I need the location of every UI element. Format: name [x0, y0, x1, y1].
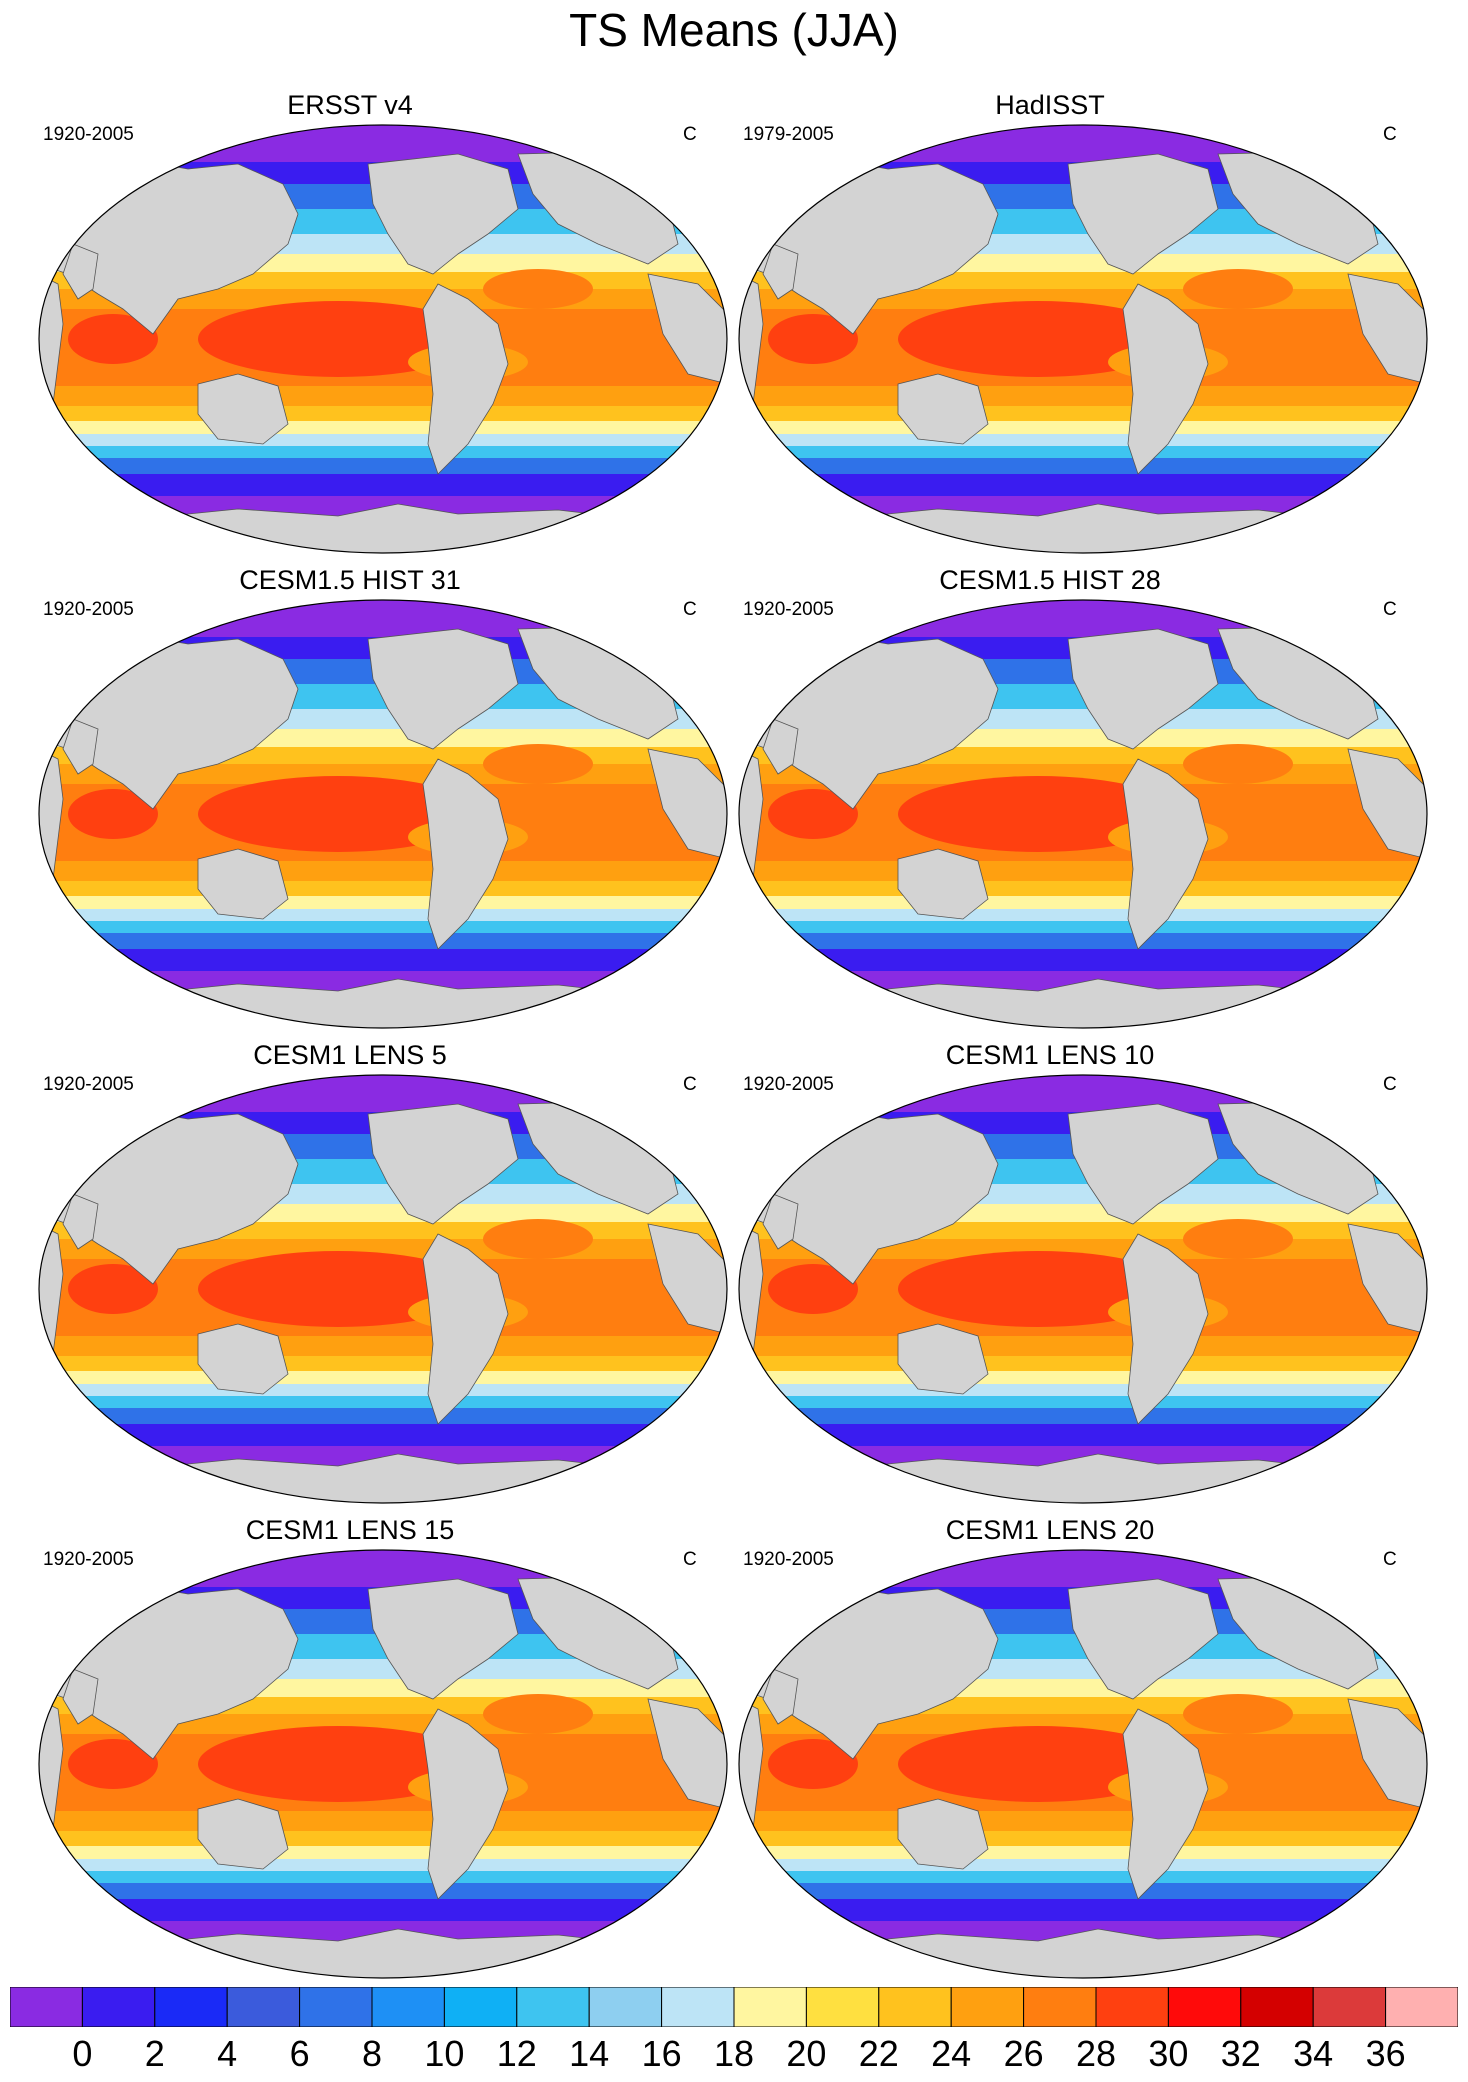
panel-period: 1920-2005	[743, 1549, 834, 1570]
map-panel: ERSST v4 1920-2005 C	[0, 90, 728, 560]
panel-title: CESM1 LENS 10	[945, 1040, 1155, 1070]
colorbar-swatch	[588, 1987, 663, 2027]
colorbar	[10, 1987, 1458, 2027]
colorbar-tick-label: 32	[1220, 2033, 1261, 2074]
colorbar-swatch	[81, 1987, 156, 2027]
panel-period: 1920-2005	[43, 124, 134, 145]
panel-units: C	[683, 124, 697, 145]
colorbar-tick-label: 16	[641, 2033, 682, 2074]
panel-title: CESM1 LENS 5	[253, 1040, 447, 1070]
map-panel: HadISST 1979-2005 C	[700, 90, 1428, 560]
map-panel: CESM1 LENS 5 1920-2005 C	[0, 1040, 728, 1510]
map-plot	[738, 124, 1428, 554]
panel-title: HadISST	[995, 90, 1105, 120]
map-panel: CESM1.5 HIST 31 1920-2005 C	[0, 565, 728, 1035]
colorbar-swatch	[10, 1987, 83, 2027]
colorbar-swatch	[1095, 1987, 1169, 2027]
colorbar-swatch	[805, 1987, 880, 2027]
colorbar-swatch	[733, 1987, 807, 2027]
colorbar-tick-label: 2	[144, 2033, 165, 2074]
map-panel: CESM1 LENS 20 1920-2005 C	[700, 1515, 1428, 1985]
map-plot	[38, 599, 728, 1029]
colorbar-tick-label: 34	[1293, 2033, 1334, 2074]
panel-title: CESM1 LENS 15	[245, 1515, 455, 1545]
panel-title: CESM1.5 HIST 31	[239, 565, 461, 595]
panel-period: 1979-2005	[743, 124, 834, 145]
map-plot	[738, 599, 1428, 1029]
colorbar-tick-label: 4	[217, 2033, 238, 2074]
panel-units: C	[1383, 1549, 1397, 1570]
colorbar-swatch	[1167, 1987, 1242, 2027]
colorbar-swatch	[226, 1987, 301, 2027]
colorbar-swatch	[516, 1987, 590, 2027]
panel-units: C	[1383, 1074, 1397, 1095]
panel-units: C	[1383, 599, 1397, 620]
map-plot	[38, 124, 728, 554]
panel-units: C	[683, 1074, 697, 1095]
colorbar-tick-label: 14	[569, 2033, 610, 2074]
colorbar-tick-label: 10	[424, 2033, 465, 2074]
figure-title: TS Means (JJA)	[569, 4, 899, 56]
map-plot	[738, 1549, 1428, 1979]
colorbar-tick-label: 30	[1148, 2033, 1189, 2074]
panel-units: C	[683, 1549, 697, 1570]
panel-title: CESM1.5 HIST 28	[939, 565, 1161, 595]
panel-period: 1920-2005	[43, 1074, 134, 1095]
colorbar-swatch	[1240, 1987, 1314, 2027]
colorbar-swatch	[154, 1987, 228, 2027]
colorbar-tick-label: 6	[289, 2033, 310, 2074]
colorbar-tick-label: 22	[858, 2033, 899, 2074]
colorbar-swatch	[299, 1987, 373, 2027]
panel-title: ERSST v4	[287, 90, 413, 120]
colorbar-tick-label: 12	[496, 2033, 537, 2074]
colorbar-tick-label: 0	[72, 2033, 93, 2074]
colorbar-tick-label: 24	[931, 2033, 972, 2074]
map-plot	[738, 1074, 1428, 1504]
colorbar-swatch	[661, 1987, 735, 2027]
colorbar-swatch	[950, 1987, 1025, 2027]
colorbar-swatch	[371, 1987, 445, 2027]
colorbar-tick-label: 36	[1365, 2033, 1406, 2074]
panel-period: 1920-2005	[743, 599, 834, 620]
colorbar-swatch	[878, 1987, 952, 2027]
map-panel: CESM1.5 HIST 28 1920-2005 C	[700, 565, 1428, 1035]
panel-units: C	[1383, 124, 1397, 145]
colorbar-swatch	[1385, 1987, 1458, 2027]
panel-period: 1920-2005	[43, 599, 134, 620]
panel-period: 1920-2005	[43, 1549, 134, 1570]
panel-period: 1920-2005	[743, 1074, 834, 1095]
colorbar-tick-label: 8	[361, 2033, 383, 2074]
colorbar-swatch	[1023, 1987, 1097, 2027]
map-panel: CESM1 LENS 10 1920-2005 C	[700, 1040, 1428, 1510]
colorbar-tick-label: 26	[1003, 2033, 1044, 2074]
colorbar-swatch	[443, 1987, 518, 2027]
colorbar-tick-label: 20	[786, 2033, 827, 2074]
map-plot	[38, 1074, 728, 1504]
colorbar-swatch	[1312, 1987, 1387, 2027]
panel-units: C	[683, 599, 697, 620]
panel-title: CESM1 LENS 20	[945, 1515, 1155, 1545]
map-plot	[38, 1549, 728, 1979]
colorbar-tick-label: 18	[713, 2033, 755, 2074]
colorbar-tick-label: 28	[1075, 2033, 1117, 2074]
map-panel: CESM1 LENS 15 1920-2005 C	[0, 1515, 728, 1985]
